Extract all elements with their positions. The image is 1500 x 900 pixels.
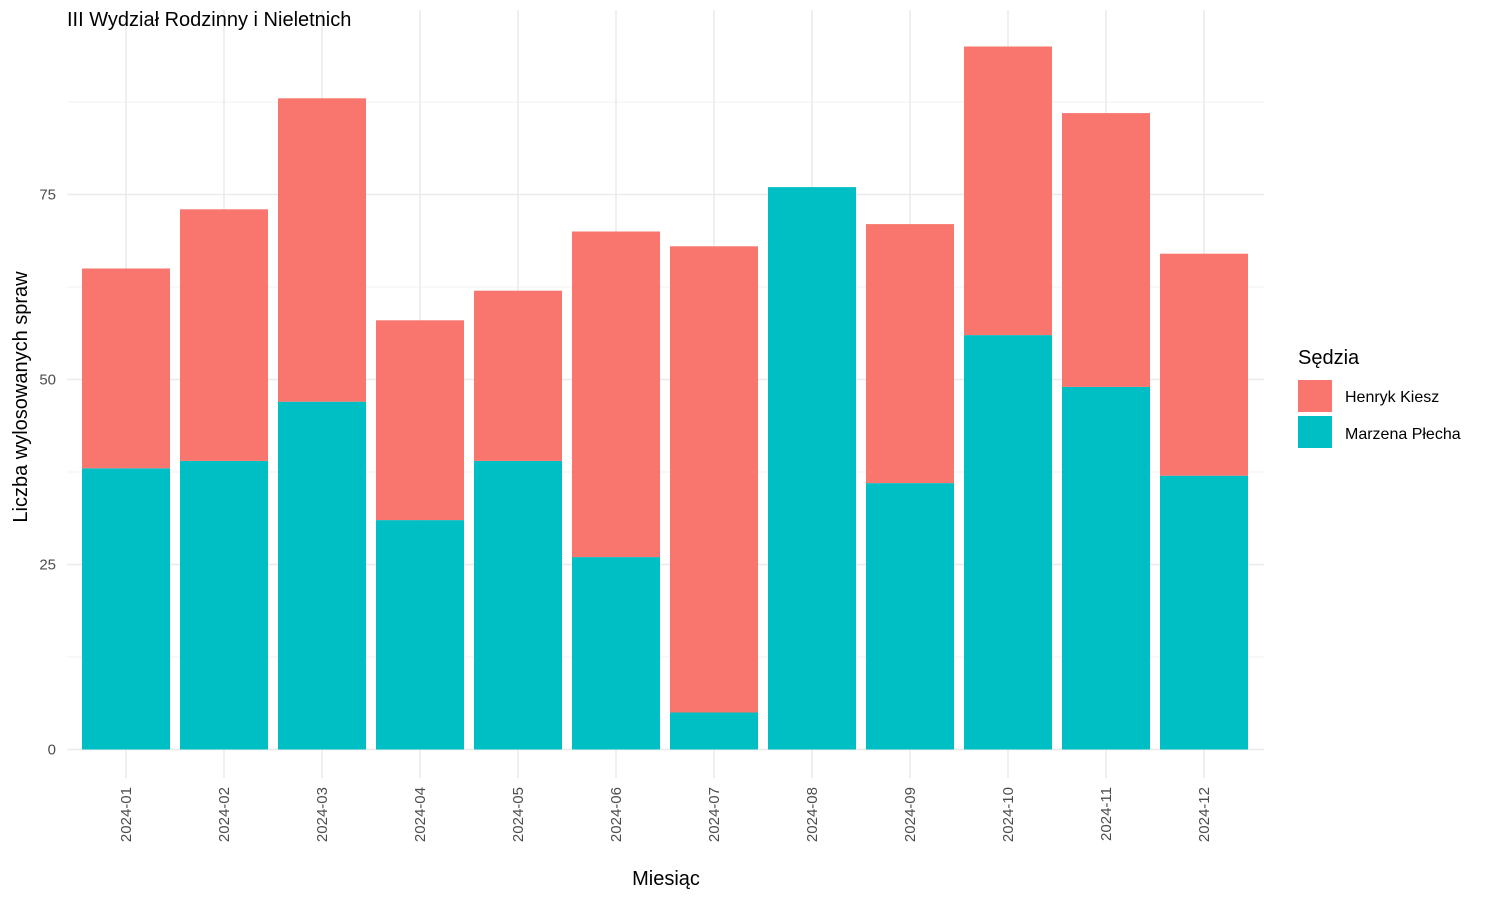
x-axis-ticks: 2024-01 2024-02 2024-03 2024-04 2024-05 2024-… (118, 787, 1213, 842)
y-axis-title: Liczba wylosowanych spraw (10, 271, 32, 523)
y-tick-label: 0 (48, 742, 56, 759)
bar-marzena-p-echa-2024-05 (474, 460, 562, 750)
y-tick-label: 25 (39, 557, 56, 574)
y-tick-label: 75 (39, 187, 56, 204)
bar-henryk-kiesz-2024-07 (670, 246, 758, 713)
y-axis-ticks: 0 25 50 75 (39, 187, 56, 759)
bar-henryk-kiesz-2024-06 (572, 231, 660, 558)
bar-marzena-p-echa-2024-06 (572, 557, 660, 750)
x-tick-label: 2024-09 (902, 787, 919, 842)
bar-henryk-kiesz-2024-09 (866, 224, 954, 484)
x-tick-label: 2024-11 (1098, 787, 1115, 841)
legend: Sędzia Henryk Kiesz Marzena Płecha (1298, 347, 1461, 448)
x-tick-label: 2024-03 (314, 787, 331, 842)
bar-marzena-p-echa-2024-09 (866, 483, 954, 750)
bar-marzena-p-echa-2024-07 (670, 712, 758, 750)
x-axis-title: Miesiąc (632, 868, 700, 890)
bar-henryk-kiesz-2024-12 (1160, 253, 1248, 476)
legend-label-henryk-kiesz: Henryk Kiesz (1345, 389, 1439, 406)
bar-marzena-p-echa-2024-10 (964, 335, 1052, 750)
bar-henryk-kiesz-2024-04 (376, 320, 464, 521)
legend-title: Sędzia (1298, 347, 1360, 369)
bar-marzena-p-echa-2024-08 (768, 187, 856, 750)
x-tick-label: 2024-01 (118, 787, 135, 842)
bar-marzena-p-echa-2024-04 (376, 520, 464, 750)
y-tick-label: 50 (39, 372, 56, 389)
x-tick-label: 2024-10 (1000, 787, 1017, 842)
x-tick-label: 2024-05 (510, 787, 527, 842)
bar-henryk-kiesz-2024-10 (964, 46, 1052, 336)
x-tick-label: 2024-02 (216, 787, 233, 842)
x-tick-label: 2024-12 (1196, 787, 1213, 842)
chart-title: III Wydział Rodzinny i Nieletnich (67, 9, 351, 31)
x-tick-label: 2024-04 (412, 787, 429, 842)
bar-henryk-kiesz-2024-01 (82, 268, 170, 469)
bar-henryk-kiesz-2024-11 (1062, 113, 1150, 387)
legend-swatch-marzena-plecha (1298, 416, 1332, 448)
bar-henryk-kiesz-2024-03 (278, 98, 366, 402)
x-tick-label: 2024-07 (706, 787, 723, 842)
bar-henryk-kiesz-2024-02 (180, 209, 268, 461)
legend-label-marzena-plecha: Marzena Płecha (1345, 426, 1461, 443)
bar-marzena-p-echa-2024-11 (1062, 386, 1150, 750)
x-tick-label: 2024-08 (804, 787, 821, 842)
bar-marzena-p-echa-2024-03 (278, 401, 366, 750)
legend-swatch-henryk-kiesz (1298, 380, 1332, 412)
x-tick-label: 2024-06 (608, 787, 625, 842)
bar-marzena-p-echa-2024-02 (180, 460, 268, 750)
bar-marzena-p-echa-2024-01 (82, 468, 170, 750)
bars (82, 46, 1248, 750)
bar-henryk-kiesz-2024-05 (474, 290, 562, 461)
bar-marzena-p-echa-2024-12 (1160, 475, 1248, 750)
